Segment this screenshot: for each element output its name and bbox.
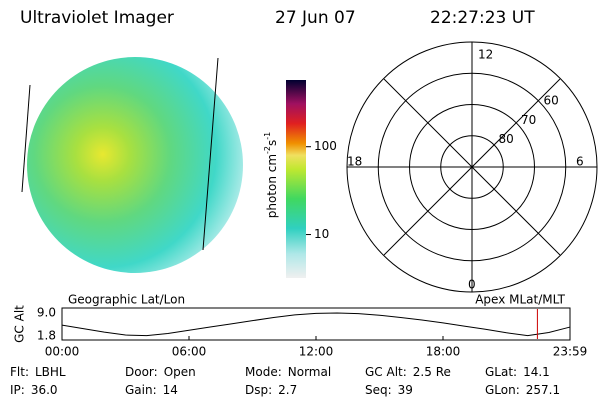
- info-field: GLon: 257.1: [485, 383, 560, 397]
- info-field: GC Alt: 2.5 Re: [365, 365, 451, 379]
- hour-label: 6: [576, 155, 584, 169]
- lat-circle: [440, 135, 504, 199]
- info-value: LBHL: [35, 365, 66, 379]
- title: Ultraviolet Imager: [20, 8, 174, 28]
- info-value: 2.7: [278, 383, 297, 397]
- info-value: Open: [164, 365, 196, 379]
- info-value: 14.1: [523, 365, 550, 379]
- info-field: Gain: 14: [125, 383, 178, 397]
- timeline-title: Apex MLat/MLT: [475, 293, 565, 307]
- info-label: GLon:: [485, 383, 520, 397]
- outer-circle: [346, 41, 598, 293]
- x-tick-label: 06:00: [172, 345, 207, 359]
- colorbar-tick-label: 100: [314, 139, 337, 153]
- info-value: 39: [398, 383, 413, 397]
- info-field: Dsp: 2.7: [245, 383, 297, 397]
- info-value: 257.1: [526, 383, 560, 397]
- timeline-title: Geographic Lat/Lon: [68, 293, 185, 307]
- hour-label: 12: [478, 48, 493, 62]
- lat-circle: [409, 104, 535, 230]
- info-label: Gain:: [125, 383, 157, 397]
- info-field: Seq: 39: [365, 383, 413, 397]
- altitude-line: [61, 312, 571, 337]
- info-field: Mode: Normal: [245, 365, 331, 379]
- info-label: GLat:: [485, 365, 517, 379]
- x-tick-label: 18:00: [426, 345, 461, 359]
- lat-label: 60: [544, 93, 559, 107]
- info-label: Flt:: [10, 365, 29, 379]
- info-label: Dsp:: [245, 383, 272, 397]
- x-tick-label: 12:00: [299, 345, 334, 359]
- hour-label: 18: [347, 155, 362, 169]
- y-tick-label: 9.0: [37, 306, 56, 320]
- date: 27 Jun 07: [275, 8, 356, 28]
- timeline-ylabel: GC Alt: [13, 305, 27, 343]
- info-value: Normal: [288, 365, 331, 379]
- colorbar-label: photon cm-2s-1: [263, 132, 279, 219]
- image-disk: [27, 57, 243, 273]
- info-label: GC Alt:: [365, 365, 407, 379]
- axis-line: [383, 78, 561, 256]
- colorbar-tick-label: 10: [314, 227, 329, 241]
- info-label: IP:: [10, 383, 25, 397]
- colorbar: [286, 80, 306, 278]
- lat-label: 70: [521, 113, 536, 127]
- info-label: Door:: [125, 365, 158, 379]
- polar-grid: [346, 41, 598, 293]
- uv-image: [21, 57, 243, 273]
- info-label: Seq:: [365, 383, 392, 397]
- image-line: [21, 84, 31, 193]
- x-tick-label: 23:59: [553, 345, 588, 359]
- info-field: IP: 36.0: [10, 383, 58, 397]
- info-field: Flt: LBHL: [10, 365, 66, 379]
- lat-circle: [377, 72, 567, 262]
- image-line: [202, 57, 219, 251]
- info-field: GLat: 14.1: [485, 365, 550, 379]
- info-value: 2.5 Re: [413, 365, 451, 379]
- info-value: 36.0: [31, 383, 58, 397]
- info-field: Door: Open: [125, 365, 196, 379]
- hour-label: 0: [468, 278, 476, 292]
- info-label: Mode:: [245, 365, 282, 379]
- lat-label: 80: [499, 132, 514, 146]
- y-tick-label: 1.8: [37, 329, 56, 343]
- time: 22:27:23 UT: [430, 8, 535, 28]
- x-tick-label: 00:00: [45, 345, 80, 359]
- info-value: 14: [163, 383, 178, 397]
